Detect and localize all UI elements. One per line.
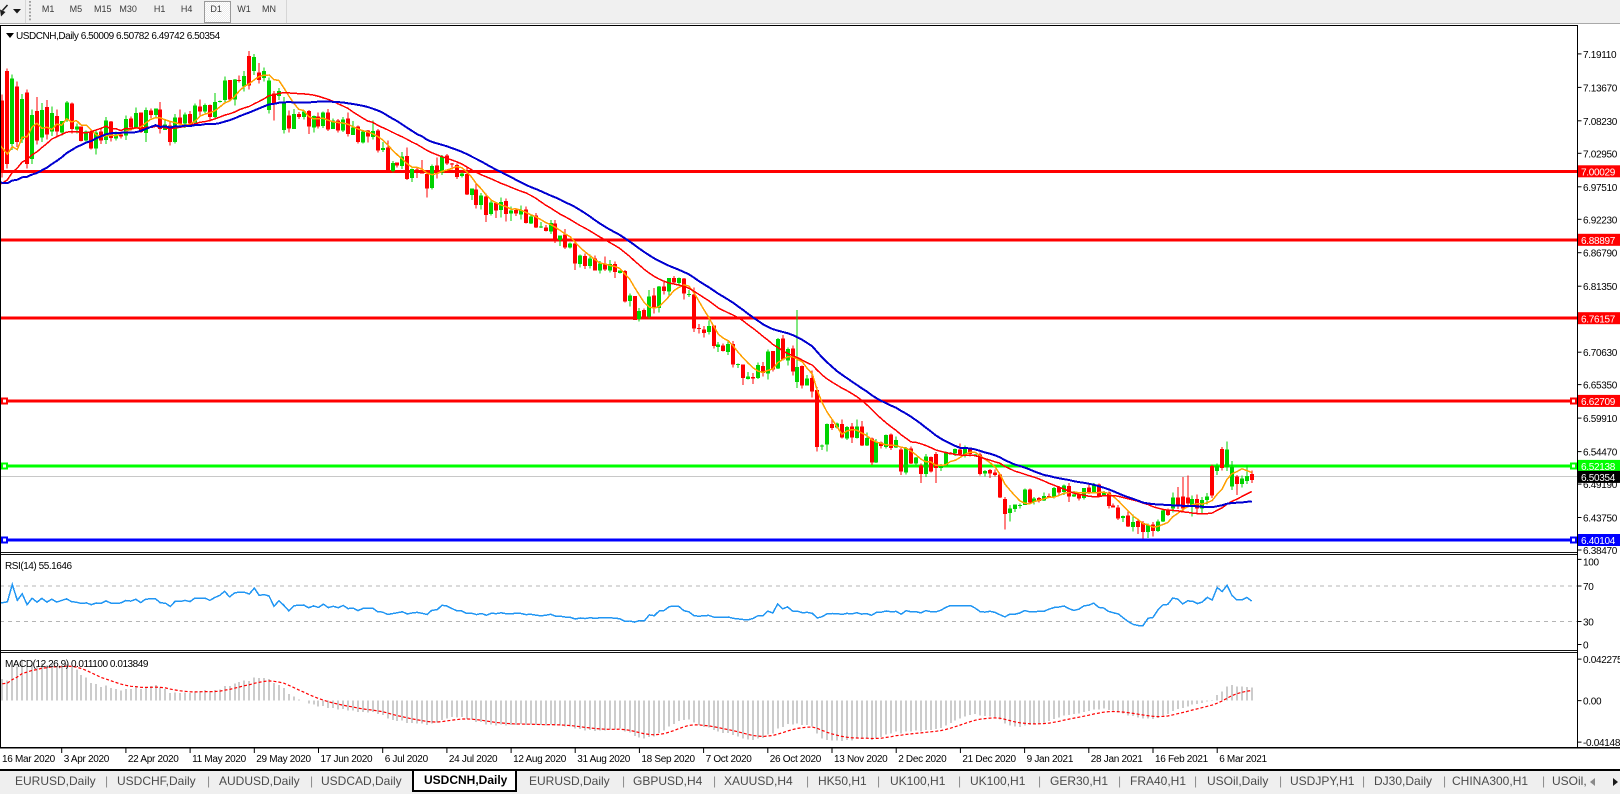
- svg-text:6.52138: 6.52138: [1581, 462, 1616, 473]
- svg-text:6 Jul 2020: 6 Jul 2020: [385, 754, 429, 765]
- svg-text:16 Mar 2020: 16 Mar 2020: [2, 754, 56, 765]
- svg-text:USDCNH,Daily 6.50009 6.50782: USDCNH,Daily 6.50009 6.50782 6.49742 6.5…: [16, 31, 221, 42]
- svg-text:100: 100: [1583, 557, 1600, 568]
- svg-text:17 Jun 2020: 17 Jun 2020: [321, 754, 373, 765]
- svg-text:7.02950: 7.02950: [1583, 149, 1618, 160]
- svg-text:6.49190: 6.49190: [1583, 480, 1618, 491]
- svg-text:6.88897: 6.88897: [1581, 236, 1616, 247]
- svg-text:6.65350: 6.65350: [1583, 381, 1618, 392]
- svg-text:12 Aug 2020: 12 Aug 2020: [513, 754, 567, 765]
- svg-text:6.97510: 6.97510: [1583, 183, 1618, 194]
- svg-text:18 Sep 2020: 18 Sep 2020: [641, 754, 695, 765]
- svg-text:6.81350: 6.81350: [1583, 282, 1618, 293]
- svg-text:26 Oct 2020: 26 Oct 2020: [770, 754, 822, 765]
- svg-text:7.08230: 7.08230: [1583, 117, 1618, 128]
- svg-text:28 Jan 2021: 28 Jan 2021: [1091, 754, 1143, 765]
- svg-text:24 Jul 2020: 24 Jul 2020: [449, 754, 498, 765]
- svg-text:0.00: 0.00: [1583, 697, 1602, 708]
- svg-text:6.86790: 6.86790: [1583, 249, 1618, 260]
- svg-text:6.92230: 6.92230: [1583, 215, 1618, 226]
- svg-text:6 Mar 2021: 6 Mar 2021: [1219, 754, 1267, 765]
- svg-text:-0.04148: -0.04148: [1583, 738, 1620, 749]
- svg-text:7.00029: 7.00029: [1581, 168, 1616, 179]
- svg-text:6.54470: 6.54470: [1583, 448, 1618, 459]
- svg-text:6.59910: 6.59910: [1583, 414, 1618, 425]
- svg-text:6.38470: 6.38470: [1583, 546, 1618, 557]
- svg-text:21 Dec 2020: 21 Dec 2020: [962, 754, 1016, 765]
- svg-text:70: 70: [1583, 582, 1594, 593]
- svg-text:9 Jan 2021: 9 Jan 2021: [1027, 754, 1074, 765]
- svg-text:0.042275: 0.042275: [1583, 655, 1620, 666]
- svg-text:30: 30: [1583, 618, 1594, 629]
- svg-text:31 Aug 2020: 31 Aug 2020: [577, 754, 631, 765]
- svg-text:7 Oct 2020: 7 Oct 2020: [706, 754, 753, 765]
- svg-text:6.40104: 6.40104: [1581, 536, 1616, 547]
- svg-text:13 Nov 2020: 13 Nov 2020: [834, 754, 888, 765]
- svg-text:16 Feb 2021: 16 Feb 2021: [1155, 754, 1209, 765]
- svg-text:11 May 2020: 11 May 2020: [192, 754, 247, 765]
- svg-text:MACD(12,26,9) 0.011100 0.01384: MACD(12,26,9) 0.011100 0.013849: [5, 659, 149, 670]
- svg-text:0: 0: [1583, 641, 1589, 652]
- svg-text:6.70630: 6.70630: [1583, 348, 1618, 359]
- svg-text:RSI(14) 55.1646: RSI(14) 55.1646: [5, 561, 73, 572]
- svg-text:6.76157: 6.76157: [1581, 314, 1616, 325]
- svg-text:22 Apr 2020: 22 Apr 2020: [128, 754, 179, 765]
- svg-text:6.50354: 6.50354: [1581, 473, 1616, 484]
- svg-text:3 Apr 2020: 3 Apr 2020: [64, 754, 110, 765]
- svg-text:7.13670: 7.13670: [1583, 83, 1618, 94]
- svg-text:29 May 2020: 29 May 2020: [256, 754, 311, 765]
- svg-text:6.62709: 6.62709: [1581, 397, 1616, 408]
- svg-text:6.43750: 6.43750: [1583, 514, 1618, 525]
- svg-text:7.19110: 7.19110: [1583, 50, 1617, 61]
- svg-text:2 Dec 2020: 2 Dec 2020: [898, 754, 947, 765]
